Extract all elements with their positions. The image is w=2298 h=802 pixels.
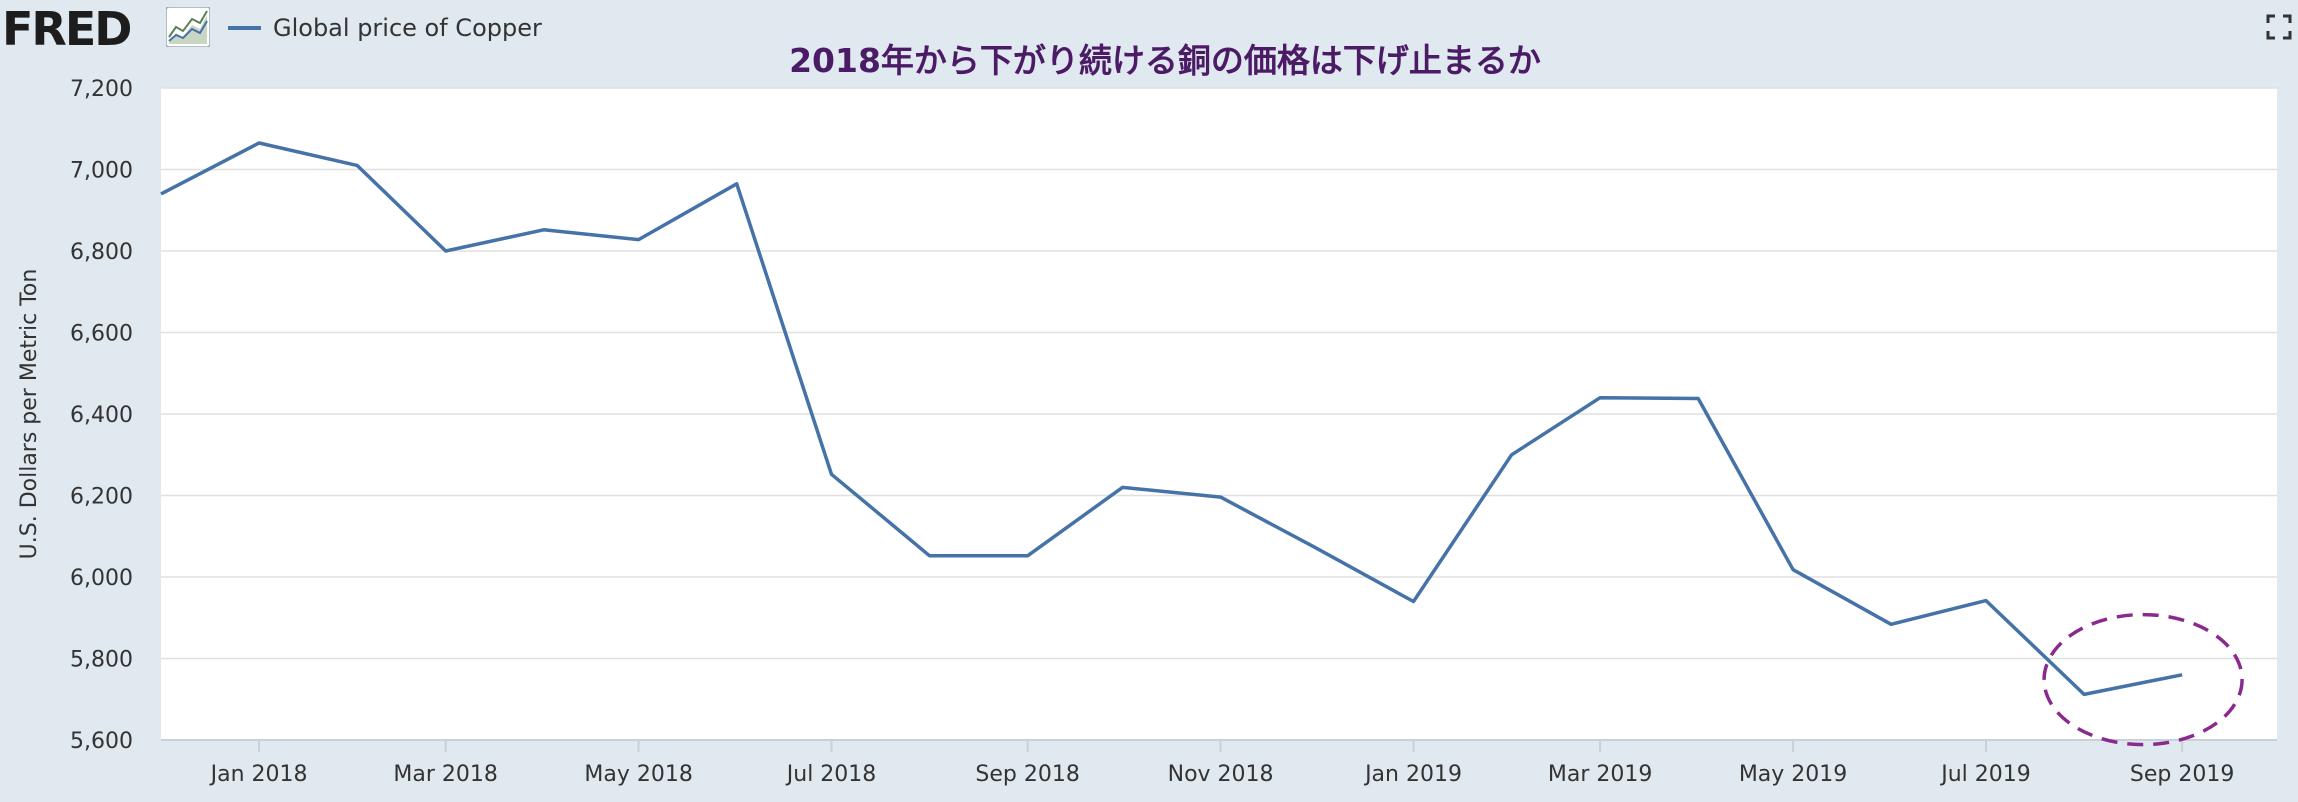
y-tick-label: 6,400 [70,403,133,428]
series-line[interactable] [160,141,2183,697]
y-axis-label: U.S. Dollars per Metric Ton [17,269,42,560]
x-tick-label: Mar 2018 [393,762,498,787]
annotation-ellipse [2042,612,2244,747]
y-tick-label: 6,200 [70,485,133,510]
series-group [160,141,2183,697]
x-tick-label: Sep 2019 [2130,762,2234,787]
fullscreen-icon[interactable] [2266,14,2292,40]
x-tick-label: Nov 2018 [1168,762,1274,787]
annotations [2042,612,2244,747]
x-tick-label: Sep 2018 [975,762,1079,787]
fred-logo[interactable]: FRED [2,2,132,56]
x-tick-label: Jul 2018 [785,762,877,787]
x-tick-label: Jan 2018 [209,762,308,787]
chart-title: 2018年から下がり続ける銅の価格は下げ止まるか [789,41,1541,80]
legend-label: Global price of Copper [273,14,542,42]
y-tick-label: 6,600 [70,322,133,347]
x-tick-label: Jul 2019 [1939,762,2031,787]
y-tick-label: 6,800 [70,240,133,265]
x-tick-label: Mar 2019 [1548,762,1653,787]
y-tick-label: 5,600 [70,729,133,754]
header: FRED Global price of Copper [0,0,2298,56]
y-tick-label: 7,200 [70,77,133,102]
x-axis: Jan 2018 Mar 2018 May 2018 Jul 2018 Sep 2018… [161,739,2277,787]
y-tick-label: 7,000 [70,159,133,184]
x-tick-label: May 2018 [584,762,692,787]
chart-legend[interactable]: Global price of Copper [228,10,542,46]
x-tick-label: Jan 2019 [1363,762,1462,787]
x-tick-label: May 2019 [1739,762,1847,787]
y-axis: 5,600 5,800 6,000 6,200 6,400 6,600 6,800 7,000… [70,77,133,754]
y-tick-label: 6,000 [70,566,133,591]
legend-swatch [228,26,261,30]
y-tick-label: 5,800 [70,648,133,673]
line-graph-icon [166,7,210,47]
